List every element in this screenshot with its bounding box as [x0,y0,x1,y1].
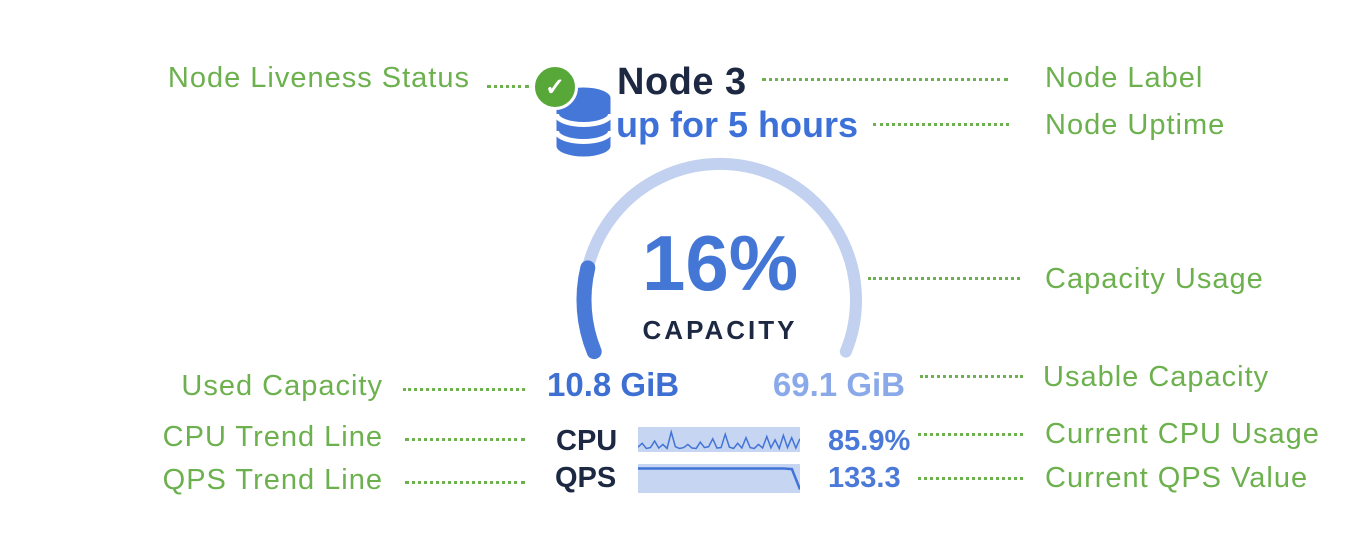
cpu-label: CPU [556,425,618,457]
dotted-line-current-qps [918,477,1023,480]
callout-capacity-usage: Capacity Usage [1045,263,1264,295]
dotted-line-used-capacity [403,388,525,391]
dotted-line-qps-trend [405,481,525,484]
callout-node-label: Node Label [1045,62,1204,94]
gauge-fill-arc [576,260,602,360]
dotted-line-capacity-usage [868,277,1020,280]
node-liveness-check-icon: ✓ [532,64,578,110]
node-title: Node 3 [617,61,747,103]
cpu-value: 85.9% [828,425,911,457]
callout-node-liveness-status: Node Liveness Status [167,62,470,94]
qps-sparkline [638,464,800,493]
dotted-line-current-cpu [918,433,1023,436]
callout-current-qps-value: Current QPS Value [1045,462,1309,494]
callout-node-uptime: Node Uptime [1045,109,1226,141]
dotted-line-node-label [762,78,1008,81]
usable-capacity-value: 69.1 GiB [772,366,905,403]
used-capacity-value: 10.8 GiB [547,366,680,403]
callout-qps-trend-line: QPS Trend Line [162,464,383,496]
qps-value: 133.3 [828,462,901,494]
node-uptime-text: up for 5 hours [616,104,858,145]
dotted-line-cpu-trend [405,438,525,441]
check-glyph: ✓ [544,73,566,101]
capacity-percent: 16% [641,219,799,307]
callout-used-capacity: Used Capacity [181,370,383,402]
capacity-gauge [576,158,862,360]
qps-label: QPS [555,462,617,494]
callout-usable-capacity: Usable Capacity [1043,361,1270,393]
dotted-line-usable-capacity [920,375,1023,378]
database-icon [555,87,612,157]
cpu-sparkline [638,427,800,452]
callout-current-cpu-usage: Current CPU Usage [1045,418,1320,450]
callout-cpu-trend-line: CPU Trend Line [162,421,383,453]
dotted-line-node-liveness [487,85,529,88]
capacity-caption: CAPACITY [642,315,798,345]
dotted-line-node-uptime [873,123,1009,126]
